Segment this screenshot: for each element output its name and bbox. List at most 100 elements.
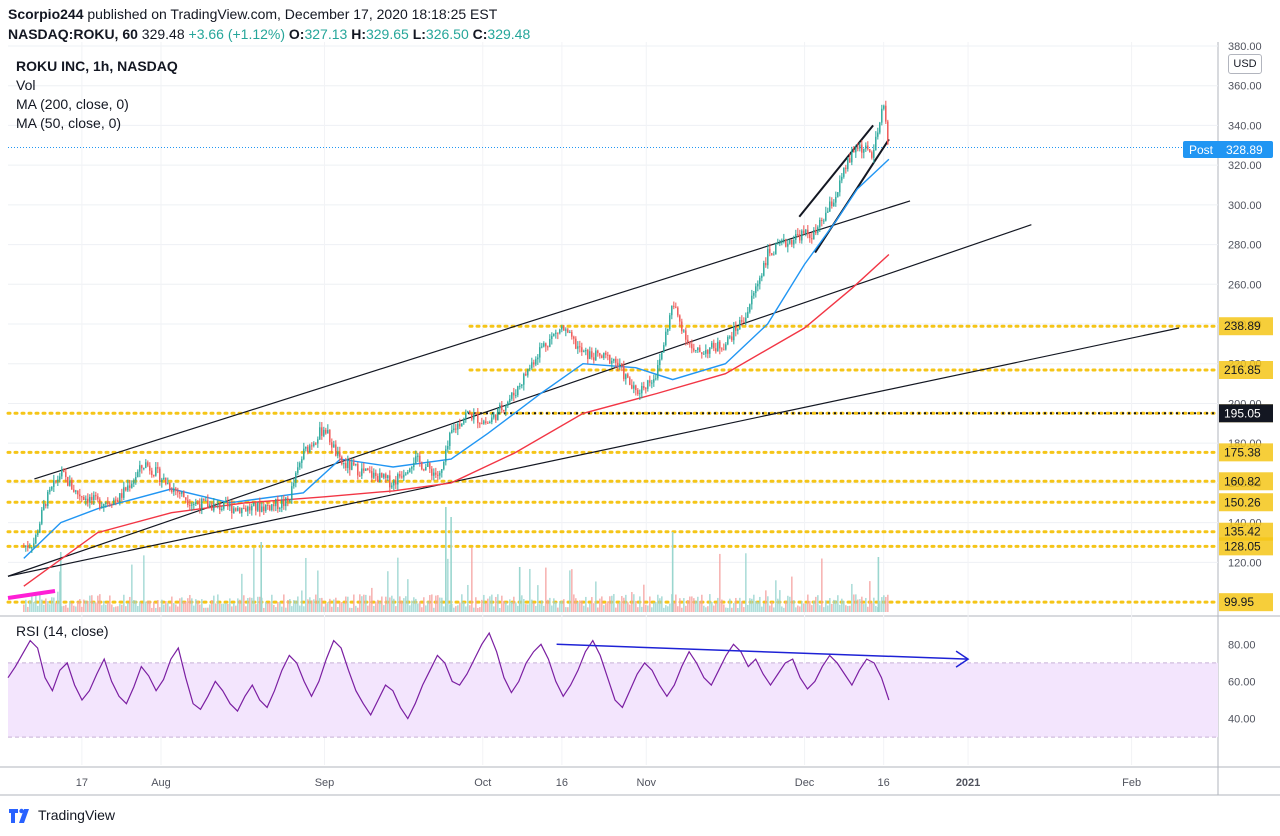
candle-body — [705, 350, 707, 354]
volume-bar — [881, 597, 883, 612]
candle-body — [567, 329, 569, 333]
volume-bar — [691, 596, 693, 612]
volume-bar — [233, 602, 235, 612]
volume-bar — [133, 600, 135, 612]
tradingview-logo[interactable]: TradingView — [8, 806, 115, 824]
candle-body — [279, 507, 281, 509]
candle-body — [387, 475, 389, 479]
volume-bar — [149, 601, 151, 612]
rsi-line — [7, 631, 970, 720]
candle-body — [129, 485, 131, 488]
volume-bar — [95, 602, 97, 612]
volume-bar — [813, 601, 815, 612]
price-tick-label: 300.00 — [1228, 200, 1262, 212]
candle-body — [489, 422, 491, 424]
candle-body — [859, 144, 861, 149]
volume-bar — [769, 605, 771, 612]
volume-bar — [739, 597, 741, 612]
candle-body — [731, 336, 733, 341]
legend-rsi[interactable]: RSI (14, close) — [16, 623, 109, 639]
trendline — [7, 224, 1032, 577]
candle-body — [493, 414, 495, 418]
candle-body — [741, 320, 743, 322]
candle-body — [847, 158, 849, 169]
candle-body — [115, 499, 117, 501]
volume-bar — [815, 596, 817, 612]
legend-title[interactable]: ROKU INC, 1h, NASDAQ — [16, 58, 178, 74]
volume-bar — [351, 607, 353, 612]
volume-bar — [425, 605, 427, 612]
trendlines[interactable] — [7, 124, 1180, 600]
volume-bar — [493, 606, 495, 612]
volume-bar — [117, 606, 119, 612]
candle-body — [77, 490, 79, 495]
moving-averages — [23, 158, 890, 587]
volume-bar — [831, 603, 833, 612]
price-tick-label: 120.00 — [1228, 557, 1262, 569]
candle-body — [555, 332, 557, 334]
volume-bar — [385, 596, 387, 612]
volume-bar — [407, 579, 409, 612]
volume-bar — [659, 598, 661, 612]
candle-body — [515, 395, 517, 397]
volume-bar — [305, 557, 307, 612]
candle-body — [551, 335, 553, 340]
volume-bar — [777, 598, 779, 612]
volume-bar — [707, 606, 709, 612]
legend-ma50[interactable]: MA (50, close, 0) — [16, 115, 122, 131]
legend-ma200[interactable]: MA (200, close, 0) — [16, 96, 129, 112]
ma50-line — [23, 158, 890, 559]
candle-body — [287, 497, 289, 502]
volume-bar — [759, 596, 761, 612]
volume-bars — [23, 507, 889, 612]
volume-bar — [593, 603, 595, 612]
volume-bar — [177, 606, 179, 612]
author-name[interactable]: Scorpio244 — [8, 6, 84, 22]
volume-bar — [657, 594, 659, 612]
candle-body — [111, 504, 113, 506]
candle-body — [549, 339, 551, 347]
candle-body — [485, 421, 487, 423]
volume-bar — [801, 600, 803, 612]
candle-body — [199, 504, 201, 510]
volume-bar — [295, 600, 297, 612]
candle-body — [627, 374, 629, 378]
candle-body — [719, 341, 721, 349]
candle-body — [723, 349, 725, 351]
candle-body — [207, 500, 209, 508]
volume-bar — [269, 602, 271, 612]
candle-body — [293, 483, 295, 487]
volume-bar — [245, 606, 247, 612]
currency-badge[interactable]: USD — [1228, 54, 1262, 74]
volume-bar — [231, 606, 233, 612]
volume-bar — [487, 598, 489, 612]
rsi-series-line — [7, 631, 890, 720]
time-axis[interactable]: 17 Aug Sep Oct 16 Nov Dec 16 2021 Feb — [76, 777, 1141, 789]
volume-bar — [541, 600, 543, 612]
volume-bar — [69, 601, 71, 612]
time-tick-label: Sep — [315, 777, 335, 789]
candle-body — [649, 380, 651, 383]
candle-body — [267, 504, 269, 506]
volume-bar — [297, 596, 299, 612]
candle-body — [503, 409, 505, 411]
volume-bar — [399, 596, 401, 612]
volume-bar — [329, 598, 331, 612]
volume-bar — [517, 605, 519, 612]
candle-body — [343, 463, 345, 465]
candle-body — [675, 306, 677, 308]
candle-body — [407, 471, 409, 474]
volume-bar — [99, 594, 101, 612]
candle-body — [863, 148, 865, 153]
rsi-band — [8, 662, 1218, 738]
candle-body — [769, 248, 771, 254]
price-tick-label: 340.00 — [1228, 120, 1262, 132]
candle-body — [637, 390, 639, 395]
candle-body — [217, 503, 219, 505]
candle-body — [353, 462, 355, 465]
candle-body — [131, 483, 133, 488]
candle-body — [509, 398, 511, 403]
legend-volume[interactable]: Vol — [16, 77, 36, 93]
candle-body — [193, 503, 195, 505]
